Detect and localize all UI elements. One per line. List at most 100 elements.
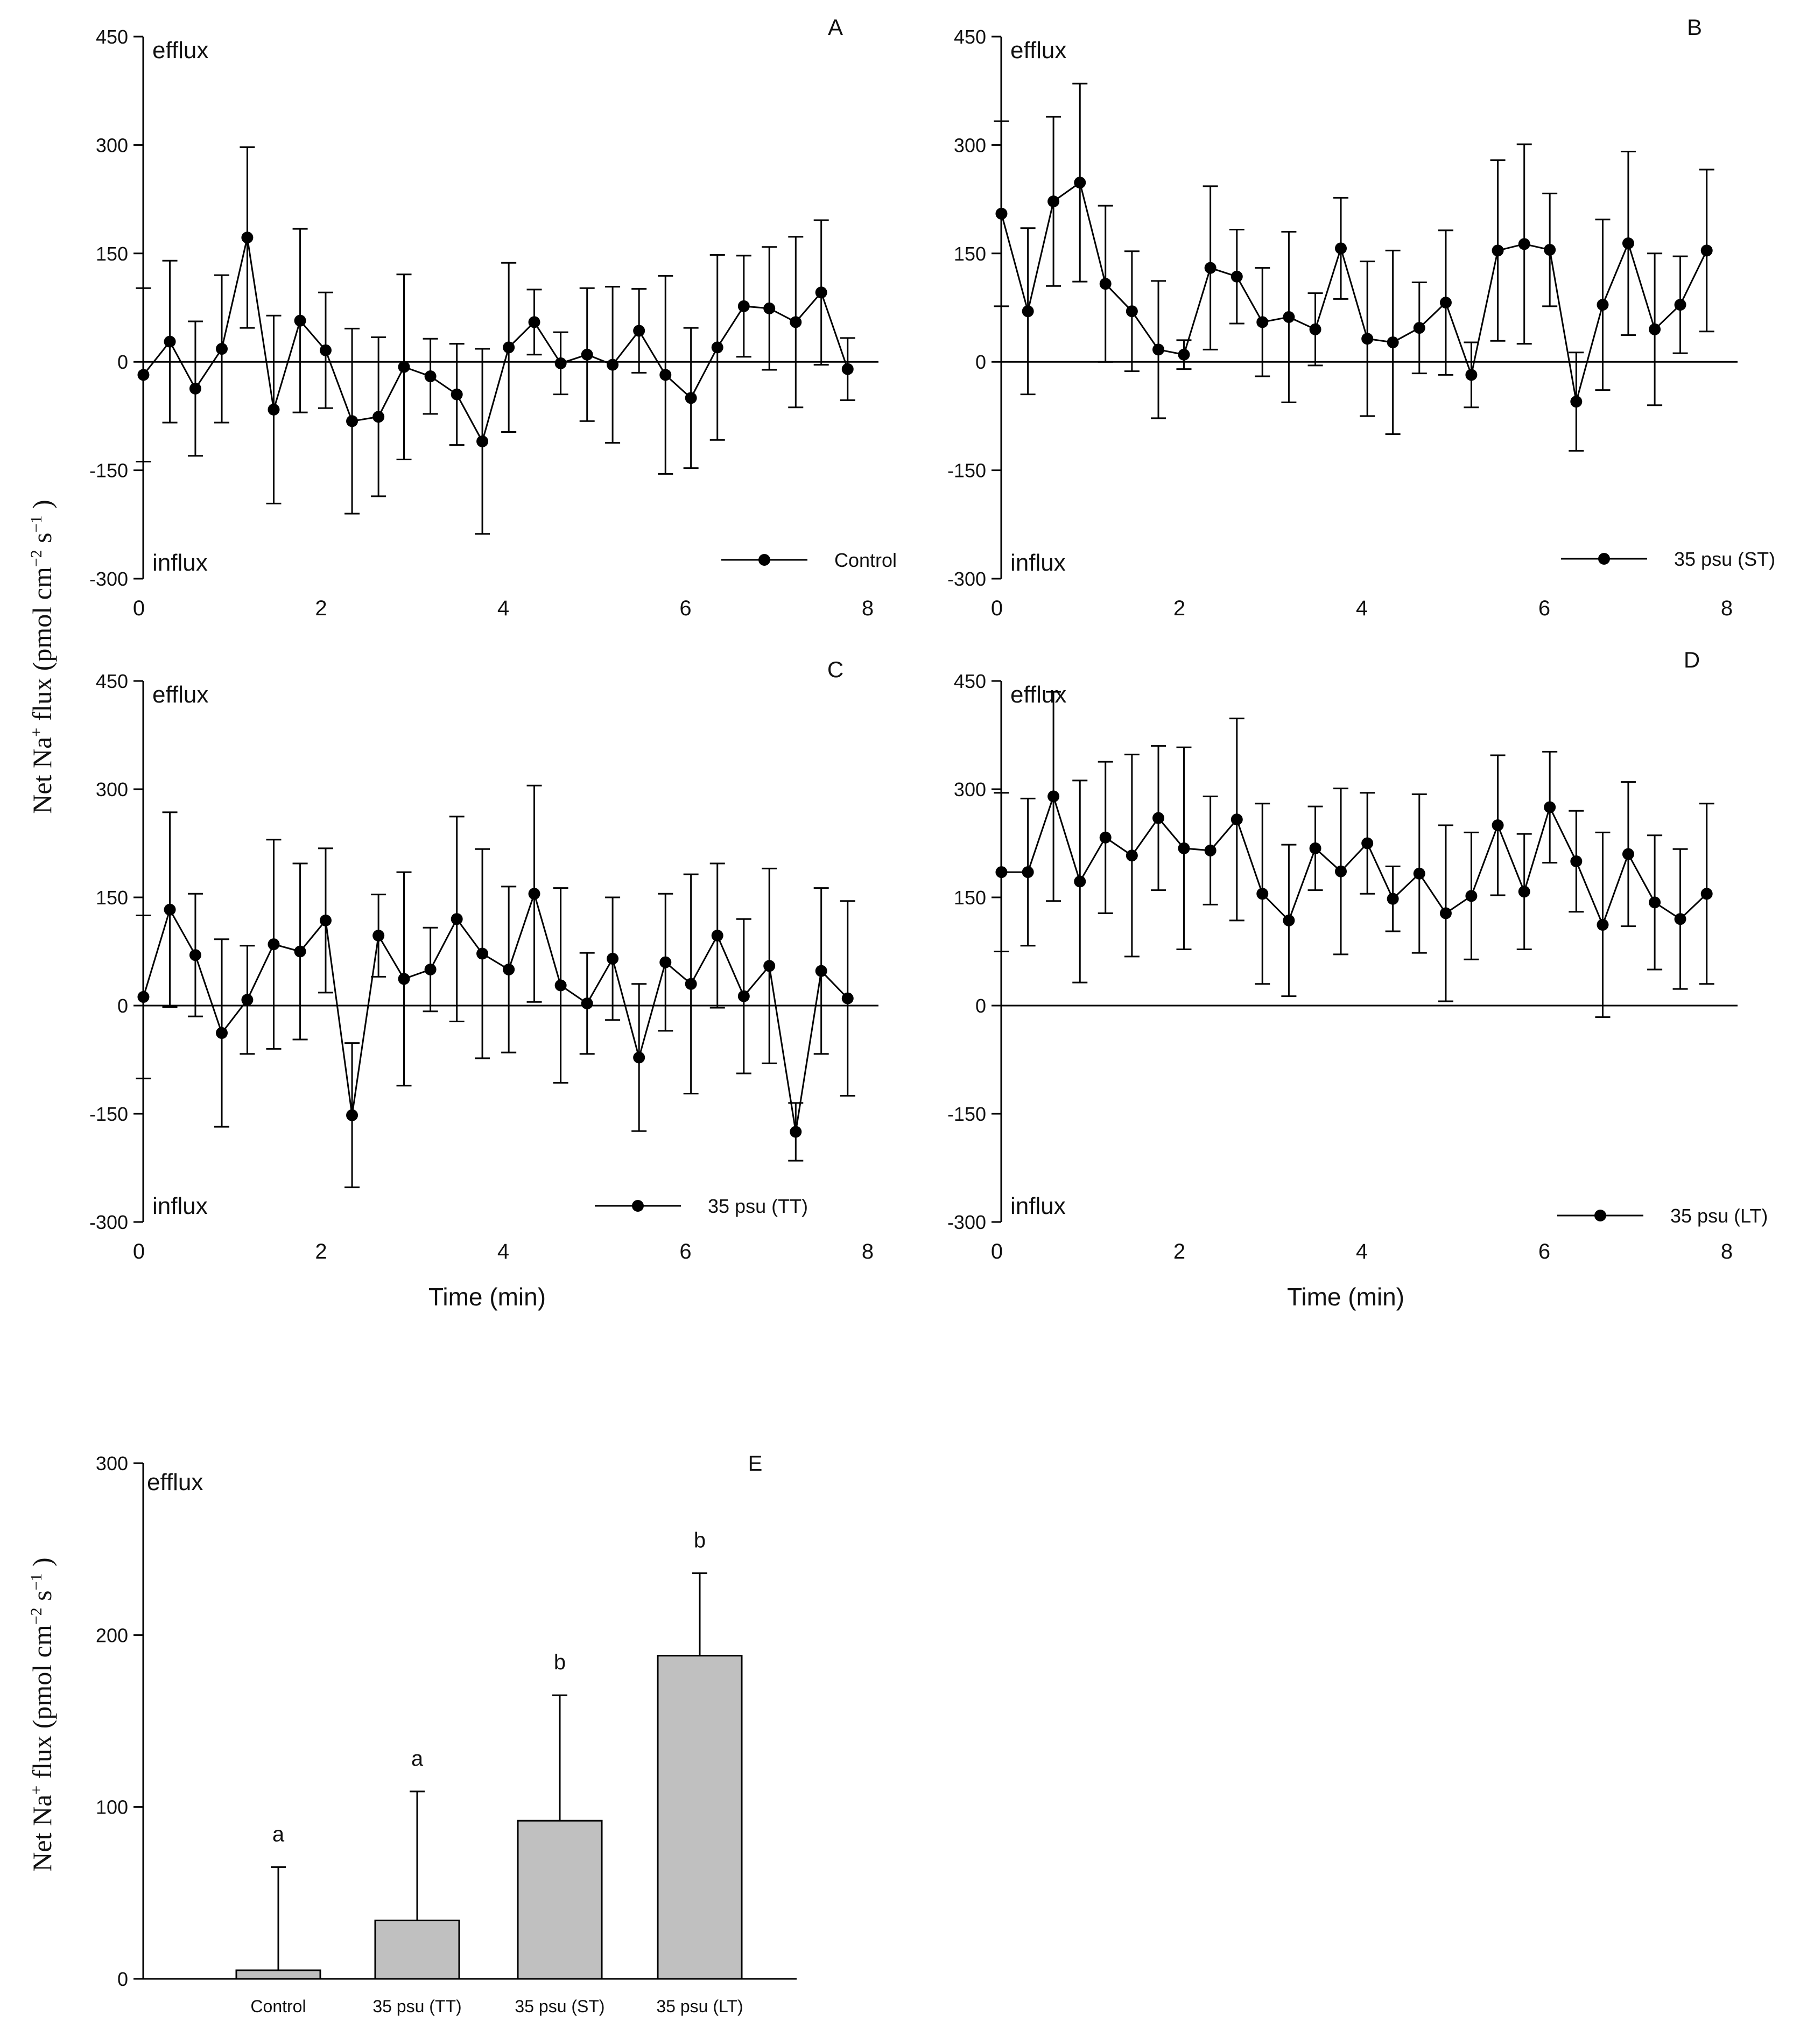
panel-c-data-point — [294, 945, 306, 958]
panel-a-data-point — [711, 341, 723, 354]
panel-d-data-point — [1335, 865, 1347, 877]
panel-c-data-point — [137, 991, 150, 1003]
panel-b-influx-label: influx — [1010, 550, 1066, 576]
panel-c-y-tick-label: 300 — [96, 778, 128, 800]
panel-a-data-point — [319, 344, 332, 356]
panel-a-influx-label: influx — [152, 550, 208, 576]
panel-d-data-point — [1465, 890, 1478, 902]
panel-b-data-point — [1700, 244, 1713, 257]
panel-c-data-point — [398, 973, 410, 985]
panel-d-data-point — [1099, 831, 1112, 844]
panel-a-data-point — [294, 314, 306, 327]
panel-c-data-point — [164, 903, 176, 916]
panel-d-data-point — [1047, 790, 1060, 803]
panel-c-data-point — [528, 888, 540, 900]
panel-c-data-point — [241, 994, 254, 1006]
panel-d-data-point — [1700, 888, 1713, 900]
panel-a-data-point — [503, 341, 515, 354]
panel-d-data-point — [1309, 842, 1321, 854]
panel-a-x-tick-label: 0 — [133, 596, 145, 620]
panel-b-data-point — [1649, 323, 1661, 335]
panel-d-data-point — [1361, 837, 1374, 849]
panel-b-x-tick-label: 2 — [1173, 596, 1185, 620]
panel-a-x-tick-label: 6 — [679, 596, 691, 620]
panel-b-x-tick-label: 0 — [991, 596, 1003, 620]
panel-d-series-line — [1001, 793, 1707, 928]
panel-e-category-label: 35 psu (ST) — [515, 1997, 604, 2016]
panel-e-significance-letter: b — [694, 1528, 706, 1552]
panel-c-data-point — [189, 949, 201, 961]
panel-d-data-point — [1674, 913, 1686, 925]
panel-e-category-label: Control — [250, 1997, 306, 2016]
panel-d-influx-label: influx — [1010, 1193, 1066, 1219]
panel-b-x-tick-label: 6 — [1538, 596, 1550, 620]
panel-e-y-tick-label: 0 — [117, 1968, 128, 1990]
panel-a-data-point — [607, 359, 619, 371]
panel-a-y-tick-label: 150 — [96, 243, 128, 265]
panel-a-data-point — [216, 343, 228, 355]
panel-b-data-point — [1047, 195, 1060, 208]
panel-a-y-tick-label: -300 — [89, 568, 128, 590]
panel-b-y-tick-label: 0 — [975, 351, 986, 373]
panel-b-data-point — [995, 207, 1008, 220]
panel-c-data-point — [424, 964, 437, 975]
panel-c-data-point — [451, 913, 463, 925]
panel-c-data-point — [763, 960, 776, 972]
panel-a-data-point — [815, 286, 827, 299]
panel-a-data-point — [189, 382, 201, 395]
panel-d-y-tick-label: -300 — [947, 1211, 986, 1233]
panel-b-data-point — [1622, 237, 1634, 250]
panel-a-data-point — [737, 300, 750, 312]
panel-e-y-tick-label: 100 — [96, 1796, 128, 1818]
panel-e-efflux-label: efflux — [147, 1469, 203, 1495]
panel-a-data-point — [528, 316, 540, 328]
panel-c-y-tick-label: 0 — [117, 995, 128, 1017]
panel-a-data-point — [685, 392, 697, 404]
panel-d-data-point — [1544, 801, 1556, 813]
panel-d-letter: D — [1684, 647, 1700, 672]
panel-d-data-point — [995, 866, 1008, 879]
panel-c-x-axis-title: Time (min) — [428, 1283, 546, 1311]
panel-c-data-point — [633, 1051, 645, 1064]
panel-c-data-point — [319, 914, 332, 926]
panel-d-x-axis-title: Time (min) — [1287, 1283, 1404, 1311]
panel-e-category-label: 35 psu (LT) — [656, 1997, 743, 2016]
panel-d-y-tick-label: -150 — [947, 1103, 986, 1125]
panel-b-y-tick-label: 450 — [954, 26, 986, 48]
panel-d-data-point — [1387, 893, 1399, 905]
panel-d-data-point — [1022, 866, 1034, 879]
panel-a-data-point — [268, 403, 280, 416]
panel-c-data-point — [790, 1126, 802, 1138]
panel-a-x-tick-label: 4 — [497, 596, 509, 620]
panel-e-significance-letter: a — [272, 1822, 285, 1846]
panel-b-data-point — [1309, 323, 1321, 335]
panel-c-data-point — [737, 990, 750, 1002]
panel-a-data-point — [554, 357, 567, 369]
panel-d-data-point — [1439, 907, 1452, 919]
shared-y-axis-label: Net Na+ flux (pmol cm−2 s−1 ) — [27, 500, 57, 813]
panel-d-data-point — [1597, 918, 1609, 931]
panel-b-data-point — [1387, 336, 1399, 348]
panel-d-data-point — [1152, 812, 1165, 824]
panel-a-y-tick-label: -150 — [89, 460, 128, 482]
panel-b-series-line — [1001, 181, 1708, 402]
panel-c-efflux-label: efflux — [152, 682, 208, 708]
panel-c-data-point — [685, 978, 697, 990]
panel-a-data-point — [451, 388, 463, 401]
panel-b-x-tick-label: 4 — [1356, 596, 1368, 620]
panel-d-x-tick-label: 4 — [1356, 1240, 1368, 1263]
panel-d-data-point — [1492, 819, 1504, 831]
panel-b-data-point — [1099, 278, 1112, 290]
panel-a-data-point — [581, 348, 593, 361]
panel-d-data-point — [1283, 914, 1295, 926]
panel-c-series-line — [143, 891, 848, 1132]
panel-b-data-point — [1178, 348, 1190, 361]
panel-d-y-tick-label: 300 — [954, 778, 986, 800]
panel-a-efflux-label: efflux — [152, 37, 208, 64]
panel-c-x-tick-label: 4 — [497, 1240, 509, 1263]
panel-c-data-point — [476, 947, 489, 960]
panel-c-data-point — [659, 956, 672, 968]
panel-e-significance-letter: a — [411, 1747, 424, 1771]
